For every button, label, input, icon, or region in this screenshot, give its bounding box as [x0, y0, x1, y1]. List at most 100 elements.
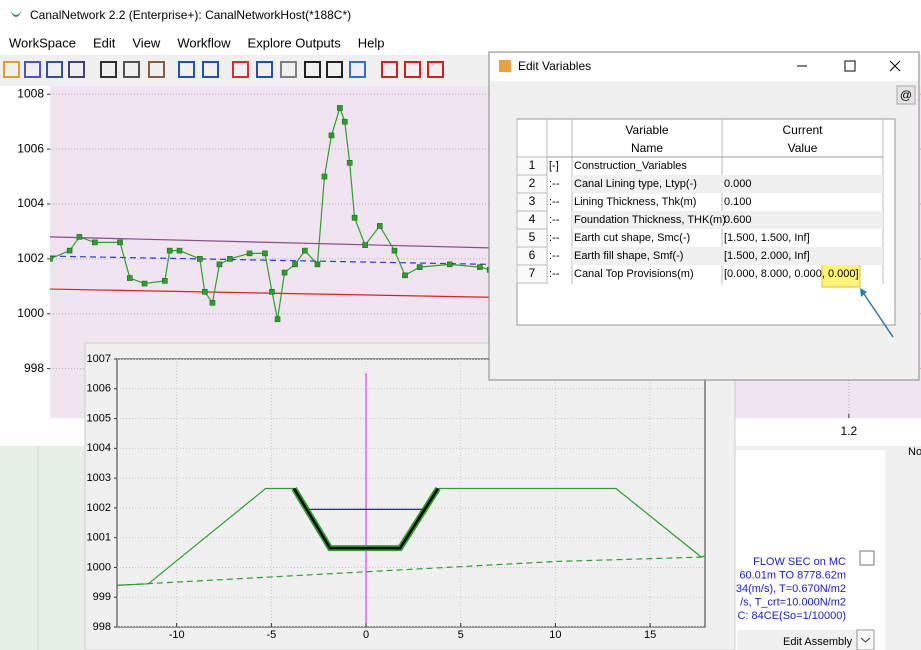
series-line	[437, 487, 705, 558]
y-tick-label: 1003	[87, 472, 111, 484]
variable-value[interactable]: 0.600	[724, 214, 752, 226]
column-header: Current	[782, 123, 823, 137]
toolbar-button[interactable]	[46, 61, 63, 78]
y-tick-label: 1007	[87, 353, 111, 365]
row-index: 3	[529, 194, 536, 208]
info-line: FLOW SEC on MC	[753, 556, 846, 568]
variable-value[interactable]: [0.000, 8.000, 0.000, 0.000]	[724, 268, 859, 280]
variable-value[interactable]: 0.000	[724, 178, 752, 190]
series-marker	[117, 239, 123, 246]
row-prefix[interactable]: :--	[549, 214, 560, 226]
series-marker	[321, 173, 328, 180]
x-tick-label: -10	[169, 629, 185, 641]
toolbar-button[interactable]	[349, 61, 366, 78]
toolbar-button[interactable]	[304, 61, 321, 78]
toolbar-button[interactable]	[404, 61, 421, 78]
info-line: C: 84CE(So=1/10000)	[737, 610, 846, 622]
dropdown[interactable]	[856, 629, 875, 650]
row-prefix[interactable]: [-]	[549, 160, 559, 172]
toolbar-button[interactable]	[326, 61, 343, 78]
series-marker	[269, 288, 275, 295]
y-tick-label: 1002	[17, 251, 44, 265]
row-prefix[interactable]: :--	[549, 250, 560, 262]
toolbar-button[interactable]	[256, 61, 273, 78]
toolbar-button[interactable]	[100, 61, 117, 78]
variable-value[interactable]: [1.500, 1.500, Inf]	[724, 232, 810, 244]
toolbar-button[interactable]	[24, 61, 41, 78]
series-line	[50, 255, 490, 265]
menu-bar	[0, 30, 921, 55]
row-prefix[interactable]: :--	[549, 232, 560, 244]
row-prefix[interactable]: :--	[549, 268, 560, 280]
toolbar-button[interactable]	[3, 61, 20, 78]
variable-value[interactable]: [1.500, 2.000, Inf]	[724, 250, 810, 262]
edit-assembly-label[interactable]: Edit Assembly	[783, 636, 853, 648]
series-marker	[416, 264, 423, 270]
dialog-title-bar	[490, 53, 918, 81]
variable-name: Lining Thickness, Thk(m)	[574, 196, 696, 208]
x-tick-label: 0	[363, 629, 369, 641]
toolbar-button[interactable]	[123, 61, 140, 78]
maximize-button[interactable]	[844, 60, 856, 72]
menu-item[interactable]: Workflow	[177, 35, 231, 50]
pointer-arrow	[861, 290, 894, 338]
toolbar-button[interactable]	[280, 61, 297, 78]
series-marker	[302, 247, 308, 254]
close-button[interactable]	[889, 60, 901, 72]
toolbar-button[interactable]	[148, 61, 165, 78]
menu-item[interactable]: Edit	[93, 35, 116, 50]
y-tick-label: 1000	[17, 306, 44, 320]
series-line	[50, 236, 490, 249]
menu-item[interactable]: Explore Outputs	[248, 35, 342, 50]
row-index: 4	[529, 212, 536, 226]
column-header: Variable	[625, 123, 668, 137]
column-header: Name	[631, 141, 663, 155]
toolbar-button[interactable]	[427, 61, 444, 78]
variable-value[interactable]: 0.100	[724, 196, 752, 208]
menu-item[interactable]: WorkSpace	[9, 35, 76, 50]
info-line: /s, T_crt=10.000N/m2	[740, 596, 846, 608]
dialog-title: Edit Variables	[518, 59, 591, 73]
row-prefix[interactable]: :--	[549, 196, 560, 208]
series-marker	[362, 242, 368, 248]
table-body: Variable Name Current Value 1 [-] Construction…	[516, 119, 884, 284]
series-marker	[92, 239, 98, 246]
edit-assembly-button[interactable]	[737, 630, 857, 650]
toolbar-button[interactable]	[381, 61, 398, 78]
at-button[interactable]	[896, 85, 916, 105]
info-panel	[735, 450, 885, 650]
left-panel	[0, 446, 85, 650]
series-marker	[446, 261, 453, 268]
series-marker	[314, 261, 321, 268]
x-tick-label: 1.2	[841, 424, 858, 438]
y-tick-label: 1005	[87, 412, 111, 424]
row-prefix[interactable]: :--	[549, 178, 560, 190]
series-marker	[351, 214, 358, 221]
series-marker	[346, 160, 353, 166]
toolbar-button[interactable]	[178, 61, 195, 78]
checkbox[interactable]	[859, 550, 875, 566]
y-tick-label: 1001	[87, 532, 111, 544]
y-tick-label: 998	[24, 361, 44, 375]
menu-item[interactable]: Help	[358, 35, 385, 50]
toolbar-button[interactable]	[232, 61, 249, 78]
section-chart: 99899910001001100210031004100510061007-1…	[87, 353, 705, 641]
at-button-label[interactable]: @	[900, 88, 912, 102]
row-stripe	[572, 211, 883, 229]
row-index: 5	[529, 230, 536, 244]
toolbar-button[interactable]	[68, 61, 85, 78]
row-stripe	[572, 247, 883, 265]
series-marker	[197, 256, 203, 262]
x-tick-label: 10	[549, 629, 561, 641]
toolbar-button[interactable]	[202, 61, 219, 78]
series-marker	[201, 288, 208, 295]
menu-item[interactable]: View	[132, 35, 161, 50]
series-marker	[127, 275, 133, 281]
series-marker	[292, 261, 298, 268]
info-line: 60.01m TO 8778.62m	[739, 569, 846, 581]
y-tick-label: 998	[93, 621, 111, 633]
series-marker	[402, 272, 408, 279]
